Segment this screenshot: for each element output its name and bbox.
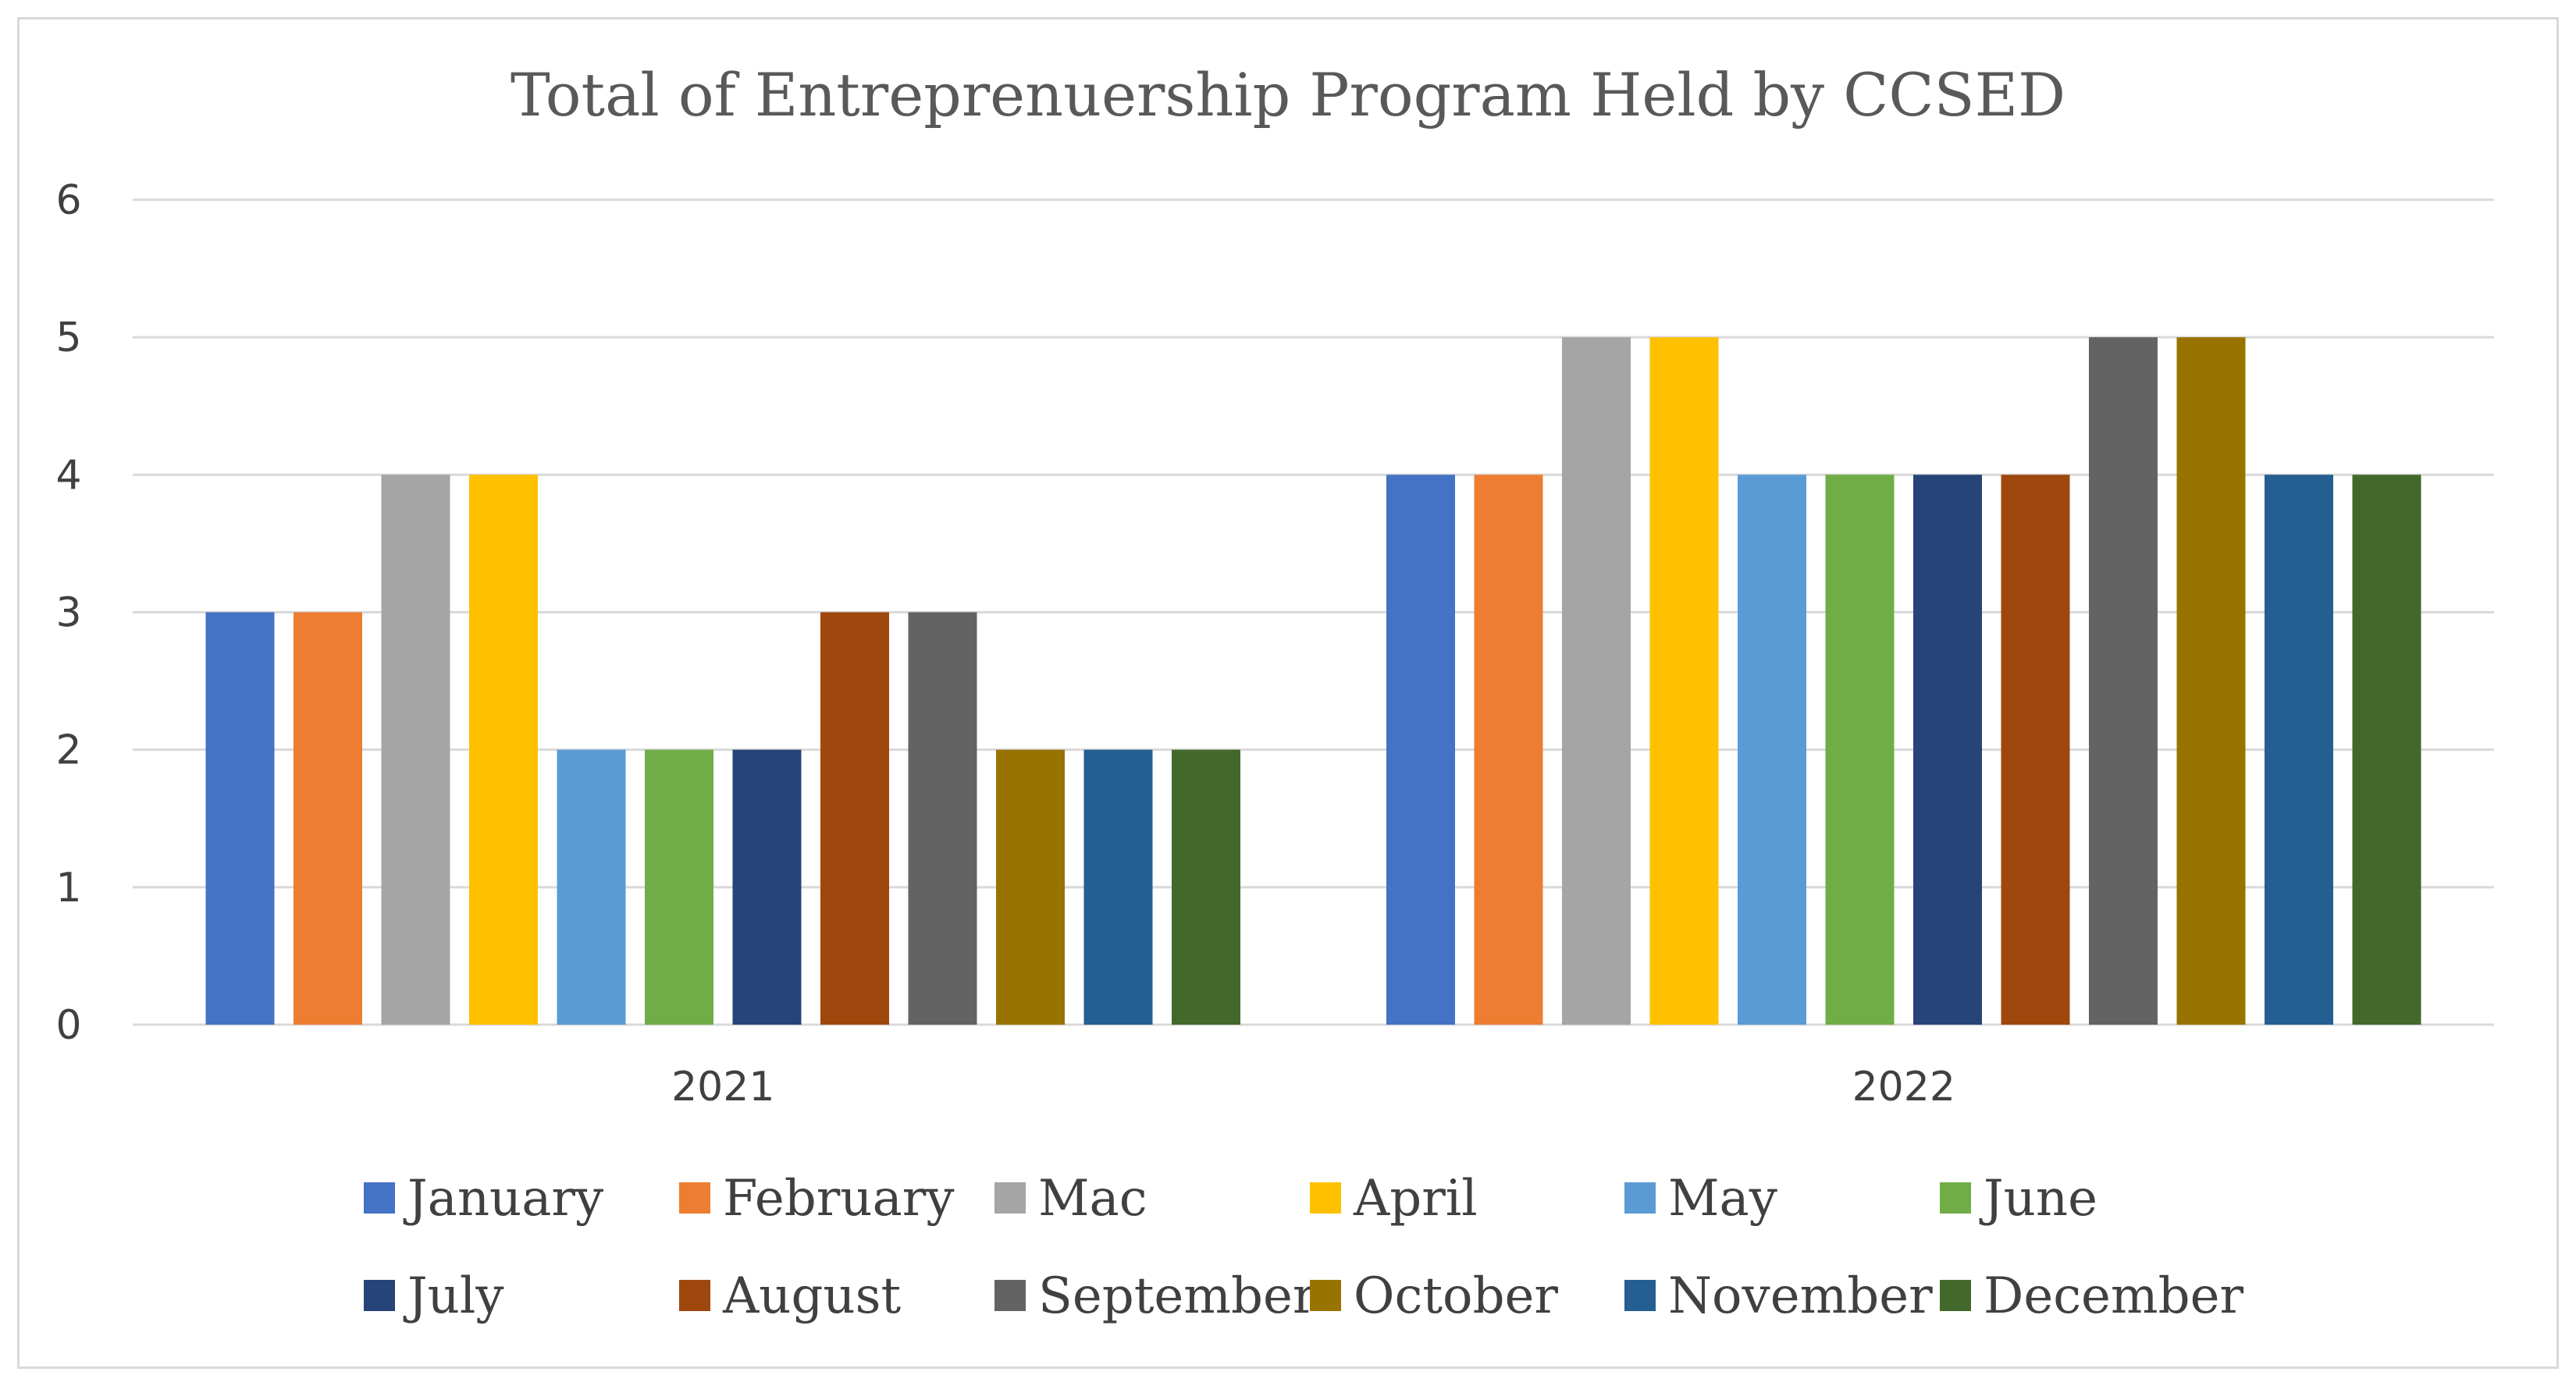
bar-june-2022: [1825, 474, 1895, 1025]
x-axis-labels: 2021 2022: [671, 1064, 1955, 1111]
y-tick-label: 0: [55, 1002, 81, 1049]
legend-label-december: December: [1984, 1267, 2243, 1325]
legend-swatch-august: [679, 1280, 710, 1311]
bar-december-2021: [1172, 749, 1240, 1025]
legend-label-november: November: [1668, 1267, 1933, 1325]
bar-july-2021: [732, 749, 802, 1025]
bar-september-2021: [908, 612, 977, 1025]
bar-february-2022: [1474, 474, 1543, 1025]
legend-swatch-april: [1310, 1182, 1341, 1214]
bars: [205, 337, 2421, 1025]
y-axis-ticks: 0 1 2 3 4 5 6: [55, 177, 81, 1049]
y-tick-label: 2: [55, 727, 81, 774]
legend-label-april: April: [1353, 1170, 1478, 1228]
bar-may-2021: [557, 749, 626, 1025]
bar-january-2022: [1386, 474, 1455, 1025]
legend-swatch-october: [1310, 1280, 1341, 1311]
legend-label-october: October: [1354, 1267, 1558, 1325]
legend-swatch-mac: [994, 1182, 1026, 1214]
y-tick-label: 3: [55, 590, 81, 637]
bar-december-2022: [2352, 474, 2421, 1025]
legend-swatch-september: [994, 1280, 1026, 1311]
bar-january-2021: [205, 612, 275, 1025]
bar-november-2021: [1083, 749, 1153, 1025]
legend-swatch-february: [679, 1182, 710, 1214]
bar-july-2022: [1913, 474, 1982, 1025]
legend-label-february: February: [723, 1170, 954, 1228]
legend-swatch-november: [1624, 1280, 1656, 1311]
x-category-label: 2022: [1852, 1064, 1955, 1111]
legend-swatch-july: [364, 1280, 395, 1311]
chart-title: Total of Entreprenuership Program Held b…: [511, 60, 2065, 130]
legend-swatch-december: [1940, 1280, 1971, 1311]
bar-may-2022: [1738, 474, 1806, 1025]
bar-april-2021: [469, 474, 538, 1025]
y-tick-label: 4: [55, 452, 81, 499]
y-tick-label: 5: [55, 315, 81, 361]
legend-label-mac: Mac: [1038, 1170, 1147, 1228]
bar-october-2022: [2176, 337, 2246, 1025]
bar-mac-2021: [381, 474, 450, 1025]
x-category-label: 2021: [671, 1064, 774, 1111]
legend-label-may: May: [1668, 1170, 1777, 1228]
bar-september-2022: [2089, 337, 2158, 1025]
legend-swatch-may: [1624, 1182, 1656, 1214]
y-tick-label: 6: [55, 177, 81, 224]
legend-label-june: June: [1979, 1170, 2097, 1228]
bar-august-2022: [2001, 474, 2070, 1025]
legend-swatch-january: [364, 1182, 395, 1214]
bar-august-2021: [820, 612, 889, 1025]
legend-label-september: September: [1038, 1267, 1317, 1325]
legend-label-july: July: [403, 1267, 504, 1325]
legend-swatch-june: [1940, 1182, 1971, 1214]
y-tick-label: 1: [55, 865, 81, 912]
bar-april-2022: [1649, 337, 1719, 1025]
bar-february-2021: [294, 612, 362, 1025]
legend-label-january: January: [403, 1170, 603, 1228]
bar-june-2021: [645, 749, 713, 1025]
bar-mac-2022: [1562, 337, 1631, 1025]
legend: January February Mac April May June July August…: [364, 1170, 2243, 1325]
bar-november-2022: [2265, 474, 2333, 1025]
legend-label-august: August: [722, 1267, 901, 1325]
bar-october-2021: [996, 749, 1065, 1025]
